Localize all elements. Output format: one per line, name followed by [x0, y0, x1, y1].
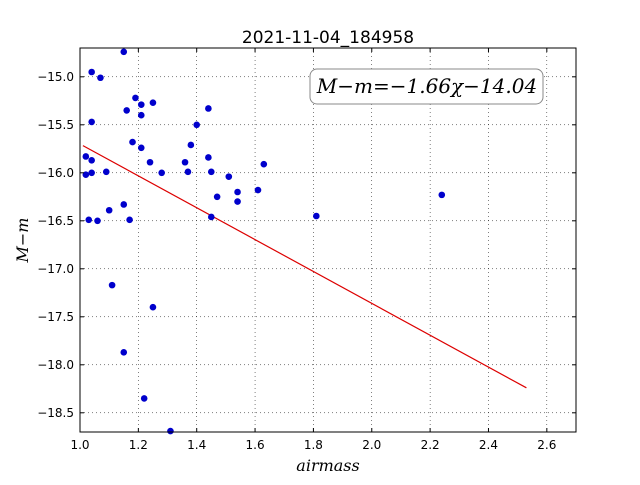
y-tick-label: −18.0 — [37, 358, 74, 372]
data-point — [140, 395, 148, 402]
data-point — [207, 168, 215, 176]
y-tick-label: −15.5 — [37, 118, 74, 132]
data-point — [88, 118, 95, 126]
x-tick-label: 1.2 — [129, 438, 148, 452]
data-point — [167, 427, 174, 435]
x-axis-label: airmass — [296, 456, 359, 475]
data-point — [132, 94, 139, 102]
y-axis-label: M−m — [13, 218, 32, 264]
data-point — [184, 168, 192, 176]
data-point — [97, 74, 104, 82]
y-tick-label: −18.5 — [37, 406, 74, 420]
data-point — [207, 213, 215, 221]
data-point — [146, 158, 154, 166]
data-point — [313, 212, 320, 220]
data-point — [181, 158, 189, 166]
data-point — [129, 138, 136, 146]
axis-ticks: 1.0 1.2 1.4 1.6 1.8 2.0 2.2 2.4 2.6 −15.0 −15.5 −16… — [37, 48, 576, 452]
data-point — [120, 48, 128, 56]
fit-line — [82, 145, 527, 389]
data-point — [158, 169, 165, 177]
data-point — [149, 99, 157, 107]
data-point — [438, 191, 446, 199]
chart-title: 2021-11-04_184958 — [242, 28, 414, 48]
fit-line-layer — [82, 145, 527, 389]
data-points — [82, 48, 446, 435]
data-point — [82, 171, 90, 179]
data-point — [149, 303, 157, 311]
data-point — [234, 198, 241, 205]
data-point — [137, 101, 145, 108]
data-point — [108, 281, 116, 289]
data-point — [205, 154, 212, 161]
data-point — [254, 186, 262, 194]
data-point — [88, 169, 95, 177]
data-point — [82, 153, 90, 160]
fit-annotation: M−m=−1.66χ−14.04 — [309, 68, 544, 105]
data-point — [137, 111, 145, 119]
data-point — [205, 105, 212, 112]
data-point — [88, 68, 95, 76]
x-tick-label: 1.0 — [70, 438, 89, 452]
data-point — [120, 349, 128, 356]
data-point — [85, 216, 93, 224]
x-tick-label: 2.0 — [362, 438, 381, 452]
data-point — [260, 160, 268, 168]
data-point — [234, 188, 241, 196]
data-point — [105, 206, 113, 214]
data-point — [88, 157, 95, 164]
x-tick-label: 2.2 — [421, 438, 440, 452]
plot-frame — [79, 47, 577, 433]
y-tick-label: −17.5 — [37, 310, 74, 324]
data-point — [126, 216, 133, 224]
annotation-box — [309, 68, 544, 105]
data-point — [120, 201, 128, 208]
x-tick-label: 2.4 — [479, 438, 498, 452]
x-tick-label: 1.4 — [187, 438, 206, 452]
y-tick-label: −16.5 — [37, 214, 74, 228]
y-tick-label: −16.0 — [37, 166, 74, 180]
x-tick-label: 2.6 — [537, 438, 556, 452]
y-tick-label: −17.0 — [37, 262, 74, 276]
y-tick-label: −15.0 — [37, 70, 74, 84]
data-point — [102, 168, 110, 176]
x-tick-label: 1.6 — [246, 438, 265, 452]
data-point — [137, 144, 145, 152]
x-tick-label: 1.8 — [304, 438, 323, 452]
data-point — [193, 121, 201, 129]
data-point — [225, 173, 233, 180]
data-point — [187, 141, 195, 149]
data-point — [213, 193, 221, 201]
annotation-text: M−m=−1.66χ−14.04 — [316, 74, 537, 98]
data-point — [123, 107, 130, 114]
data-point — [94, 217, 101, 225]
